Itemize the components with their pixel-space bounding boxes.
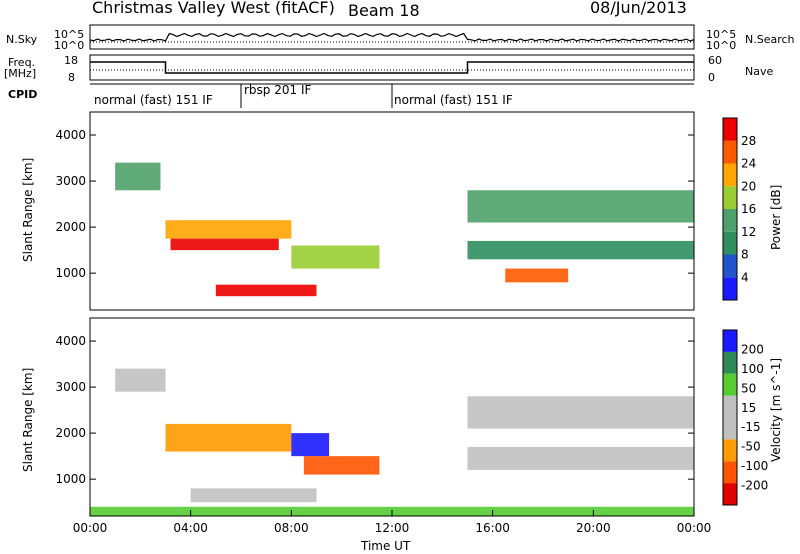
colorbar-tick-label: 16 [741, 202, 756, 216]
colorbar-tick-label: -15 [741, 420, 761, 434]
echo-region [115, 162, 161, 191]
colorbar-tick-label: -50 [741, 440, 761, 454]
colorbar-swatch [723, 330, 737, 352]
y-tick-label: 2000 [55, 220, 86, 234]
echo-region [165, 220, 292, 239]
cpid-segment-label: rbsp 201 IF [244, 83, 312, 97]
echo-region [291, 433, 330, 457]
chart-title: Christmas Valley West (fitACF) [92, 0, 335, 17]
echo-region [115, 368, 166, 392]
echo-region [467, 396, 694, 429]
nsearch-label: N.Search [745, 33, 795, 46]
colorbar-tick-label: 28 [741, 134, 756, 148]
echo-region [505, 268, 569, 283]
y-tick-label: 4000 [55, 334, 86, 348]
x-tick-label: 08:00 [274, 521, 309, 535]
colorbar-tick-label: 100 [741, 362, 764, 376]
echo-region [467, 446, 694, 470]
freq-top-tick: 18 [64, 54, 78, 67]
nave-bottom-tick: 0 [708, 71, 715, 84]
colorbar-swatch [723, 395, 737, 418]
beam-label: Beam 18 [348, 1, 420, 20]
colorbar-swatch [723, 351, 737, 374]
noise-strip-frame [89, 24, 695, 50]
y-tick-label: 2000 [55, 426, 86, 440]
colorbar-tick-label: 15 [741, 401, 756, 415]
colorbar-swatch [723, 254, 737, 278]
freq-strip-frame [89, 54, 695, 81]
y-tick-label: 1000 [55, 472, 86, 486]
colorbar-tick-label: 20 [741, 179, 756, 193]
echo-region [291, 245, 380, 269]
colorbar-swatch [723, 118, 737, 141]
colorbar-swatch [723, 163, 737, 187]
colorbar-swatch [723, 277, 737, 300]
freq-bottom-tick: 8 [68, 71, 75, 84]
colorbar-tick-label: 50 [741, 381, 756, 395]
colorbar-swatch [723, 140, 737, 164]
noise-left-top-tick: 10^5 [54, 28, 85, 41]
freq-unit-label: [MHz] [4, 67, 37, 80]
x-tick-label: 12:00 [375, 521, 410, 535]
date-label: 08/Jun/2013 [590, 0, 687, 17]
y-tick-label: 3000 [55, 174, 86, 188]
freq-line [90, 61, 694, 74]
colorbar-swatch [723, 231, 737, 255]
colorbar-swatch [723, 483, 737, 505]
cpid-segment-label: normal (fast) 151 IF [394, 93, 513, 107]
nave-top-tick: 60 [708, 54, 722, 67]
colorbar-tick-label: 8 [741, 248, 749, 262]
nsky-label: N.Sky [6, 33, 38, 46]
echo-region [303, 456, 380, 475]
y-tick-label: 1000 [55, 266, 86, 280]
echo-region [467, 190, 694, 223]
colorbar-frame [722, 329, 738, 506]
echo-region [170, 238, 279, 251]
colorbar-tick-label: -100 [741, 459, 768, 473]
colorbar-swatch [723, 417, 737, 440]
echo-region [467, 240, 694, 260]
x-tick-label: 00:00 [73, 521, 108, 535]
nave-label: Nave [745, 65, 774, 78]
panel-frame [89, 111, 695, 311]
x-tick-label: 16:00 [475, 521, 510, 535]
colorbar-swatch [723, 439, 737, 462]
freq-label: Freq. [8, 56, 36, 69]
colorbar-swatch [723, 373, 737, 396]
xaxis-label: Time UT [361, 539, 411, 553]
colorbar-tick-label: 200 [741, 342, 764, 356]
y-tick-label: 3000 [55, 380, 86, 394]
echo-region [190, 488, 317, 503]
cpid-segment-label: normal (fast) 151 IF [94, 93, 213, 107]
echo-region [165, 423, 292, 452]
x-tick-label: 20:00 [576, 521, 611, 535]
colorbar-tick-label: 24 [741, 157, 756, 171]
x-tick-label: 04:00 [173, 521, 208, 535]
noise-left-bottom-tick: 10^0 [54, 39, 85, 52]
noise-right-bottom-tick: 10^0 [706, 39, 737, 52]
echo-region [215, 284, 317, 297]
nsky-line [89, 32, 695, 42]
y-tick-label: 4000 [55, 128, 86, 142]
colorbar-tick-label: -200 [741, 479, 768, 493]
colorbar-tick-label: 12 [741, 225, 756, 239]
noise-right-top-tick: 10^5 [706, 28, 737, 41]
x-tick-label: 00:00 [677, 521, 712, 535]
colorbar-tick-label: 4 [741, 270, 749, 284]
cpid-label: CPID [8, 88, 38, 101]
colorbar-swatch [723, 461, 737, 484]
colorbar-frame [722, 117, 738, 301]
colorbar-swatch [723, 186, 737, 209]
colorbar-swatch [723, 209, 737, 232]
